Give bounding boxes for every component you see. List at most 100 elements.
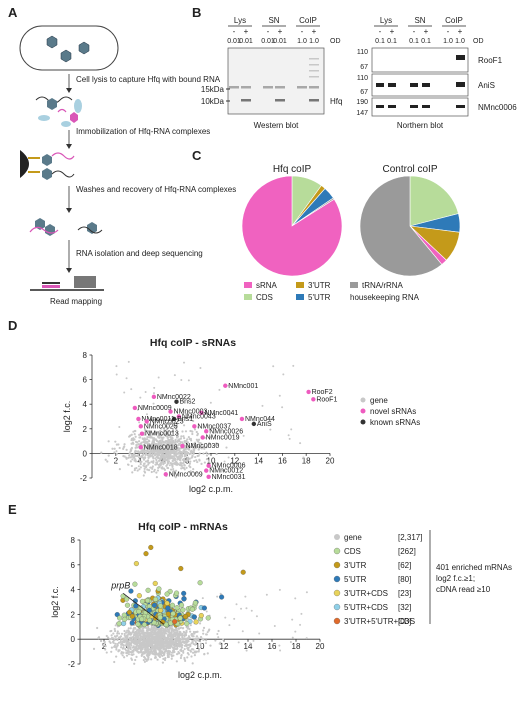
gene-point <box>127 360 130 363</box>
gene-point <box>124 638 127 642</box>
gene-point <box>192 452 195 455</box>
plot-e-legend: gene [2,317] CDS [262] 3'UTR [62] 5'UTR [80] 3'U… <box>333 533 422 626</box>
gene-point <box>139 637 142 640</box>
gene-point <box>174 446 177 449</box>
gene-point <box>202 452 205 455</box>
gene-point <box>197 639 200 642</box>
gene-point <box>147 635 151 638</box>
gene-point <box>109 641 112 644</box>
gene-point <box>157 631 160 634</box>
gene-point <box>173 459 177 462</box>
gene-point <box>151 652 154 655</box>
srna-point <box>132 405 138 411</box>
gene-point <box>197 440 200 443</box>
legend-cds: CDS <box>256 293 273 302</box>
enriched-point <box>240 569 246 575</box>
enriched-points <box>114 544 246 629</box>
srna-point <box>192 424 197 429</box>
gene-point <box>175 660 178 663</box>
x-tick-label: 14 <box>254 456 263 465</box>
legend-e-dot <box>333 617 341 625</box>
gene-point <box>144 636 147 639</box>
gene-point <box>174 453 177 457</box>
gene-point <box>141 456 144 459</box>
gene-point <box>171 465 174 468</box>
gene-point <box>165 645 168 648</box>
lane-sign: - <box>379 27 382 36</box>
gene-point <box>194 651 197 654</box>
gene-point <box>133 438 136 441</box>
gene-point <box>135 655 138 658</box>
gene-point <box>138 421 141 424</box>
gene-point <box>187 435 190 439</box>
x-tick-label: 2 <box>102 642 107 651</box>
gene-point <box>157 466 160 469</box>
gene-point <box>182 424 186 427</box>
enriched-point <box>183 613 189 620</box>
gene-point <box>174 452 177 455</box>
gene-point <box>166 448 170 451</box>
legend-e-dot <box>333 589 341 597</box>
gene-point <box>162 432 165 435</box>
gene-point <box>182 649 185 653</box>
srna-label: NMnc0022 <box>157 394 191 401</box>
gene-point <box>136 446 139 449</box>
gene-point <box>174 647 177 650</box>
gene-point <box>181 452 184 456</box>
gene-point <box>144 451 148 454</box>
gene-point <box>160 450 163 454</box>
srna-label: NMnc001 <box>228 383 258 390</box>
gene-point <box>108 637 111 641</box>
gene-point <box>299 442 302 445</box>
gene-point <box>162 628 165 631</box>
gene-point <box>198 622 202 625</box>
lane-od: 1.0 <box>455 38 465 45</box>
gene-point <box>125 448 128 451</box>
gene-point <box>152 459 155 463</box>
gene-point <box>172 467 175 471</box>
gene-point <box>151 629 155 632</box>
gene-point <box>142 464 145 467</box>
gene-point <box>180 462 184 465</box>
gene-point <box>146 445 149 448</box>
gene-point <box>179 626 183 629</box>
gene-point <box>128 650 132 654</box>
gene-point <box>193 428 197 431</box>
legend-swatch-cds <box>244 294 252 300</box>
gene-point <box>155 637 158 640</box>
gene-point <box>151 467 154 470</box>
gene-point <box>174 439 177 442</box>
lane-sign: - <box>233 27 236 36</box>
gene-point <box>165 425 168 428</box>
gene-point <box>155 628 158 631</box>
enriched-point <box>136 593 142 599</box>
legend-e-dot <box>333 575 341 583</box>
gene-point <box>136 642 140 645</box>
gene-point <box>138 433 141 436</box>
gene-point <box>133 433 136 436</box>
gene-point <box>206 652 209 655</box>
gene-point <box>153 438 156 441</box>
gene-point <box>180 654 183 657</box>
enriched-point <box>219 594 225 600</box>
northern-caption: Northern blot <box>397 121 444 130</box>
northern-group-sn: SN <box>414 16 425 25</box>
gene-point <box>145 647 149 651</box>
gene-point <box>123 656 126 659</box>
gene-point <box>175 427 178 431</box>
srna-label: NMnc0013 <box>145 431 179 438</box>
gene-point <box>159 430 162 433</box>
gene-point <box>113 644 116 647</box>
gene-point <box>250 609 253 612</box>
gene-point <box>197 650 200 653</box>
gene-point <box>227 456 230 459</box>
gene-point <box>148 452 152 455</box>
gene-point <box>165 638 168 641</box>
gene-point <box>143 467 146 470</box>
gene-point <box>152 633 156 636</box>
gene-point <box>197 426 200 429</box>
gene-point <box>159 454 163 458</box>
gene-point <box>148 638 151 641</box>
gene-point <box>157 376 160 379</box>
plot-e-note-3: cDNA read ≥10 <box>436 585 491 594</box>
